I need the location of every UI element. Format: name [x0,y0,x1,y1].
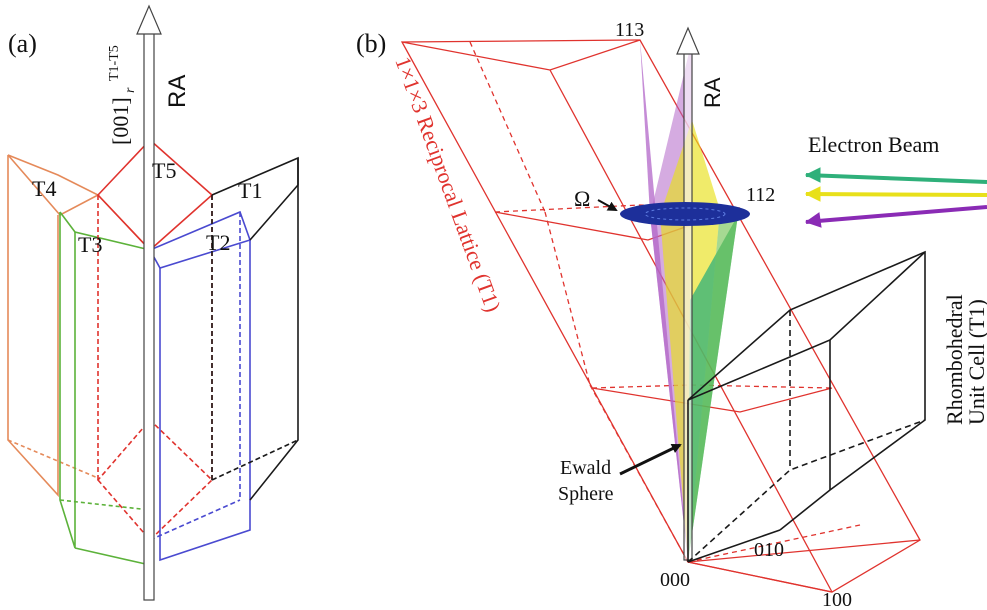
omega-label: Ω [574,186,590,211]
ra-label-a: RA [164,75,191,108]
panel-a-label: (a) [8,29,37,58]
ra-label-b: RA [700,77,725,108]
node-label-000: 000 [660,569,690,591]
unit-cell-label-line1: Rhombohedral [942,294,967,425]
rhombohedral-unit-cell [687,250,926,563]
node-label-010: 010 [754,539,784,561]
twin-label-t4: T4 [32,176,56,201]
twin-t1-prism [211,156,299,501]
twin-label-t2: T2 [206,230,230,255]
node-label-100: 100 [822,589,852,610]
beam-green [805,173,987,184]
omega-pointer [597,199,618,211]
panel-b: (b) RA [356,19,987,610]
axis-label-sub: r [123,87,138,93]
twin-t5-prism [96,138,214,542]
panel-a: (a) [7,4,299,601]
beam-yellow [805,192,987,197]
electron-beams [804,167,987,228]
axis-label-main: [001] [108,97,133,145]
node-label-112: 112 [746,184,775,206]
axis-label-sup: T1-T5 [107,45,122,81]
node-label-113: 113 [615,19,644,41]
unit-cell-label-line2: Unit Cell (T1) [964,299,987,425]
lattice-label: 1×1×3 Reciprocal Lattice (T1) [390,53,506,315]
twin-t2-prism [148,210,252,562]
beam-purple [805,205,987,224]
twin-t3-prism [59,211,151,566]
twin-label-t1: T1 [238,178,262,203]
twin-label-t5: T5 [152,158,176,183]
reciprocal-lattice [400,39,921,593]
ewald-label-line1: Ewald [560,457,611,479]
twin-label-t3: T3 [78,232,102,257]
rotation-axis-arrow [136,4,162,601]
axis-direction-label: [001] r T1-T5 [107,45,138,145]
omega-disk [620,202,750,226]
panel-b-label: (b) [356,29,386,58]
ewald-label-line2: Sphere [558,483,614,505]
ewald-pointer [619,443,682,476]
electron-beam-label: Electron Beam [808,132,939,157]
